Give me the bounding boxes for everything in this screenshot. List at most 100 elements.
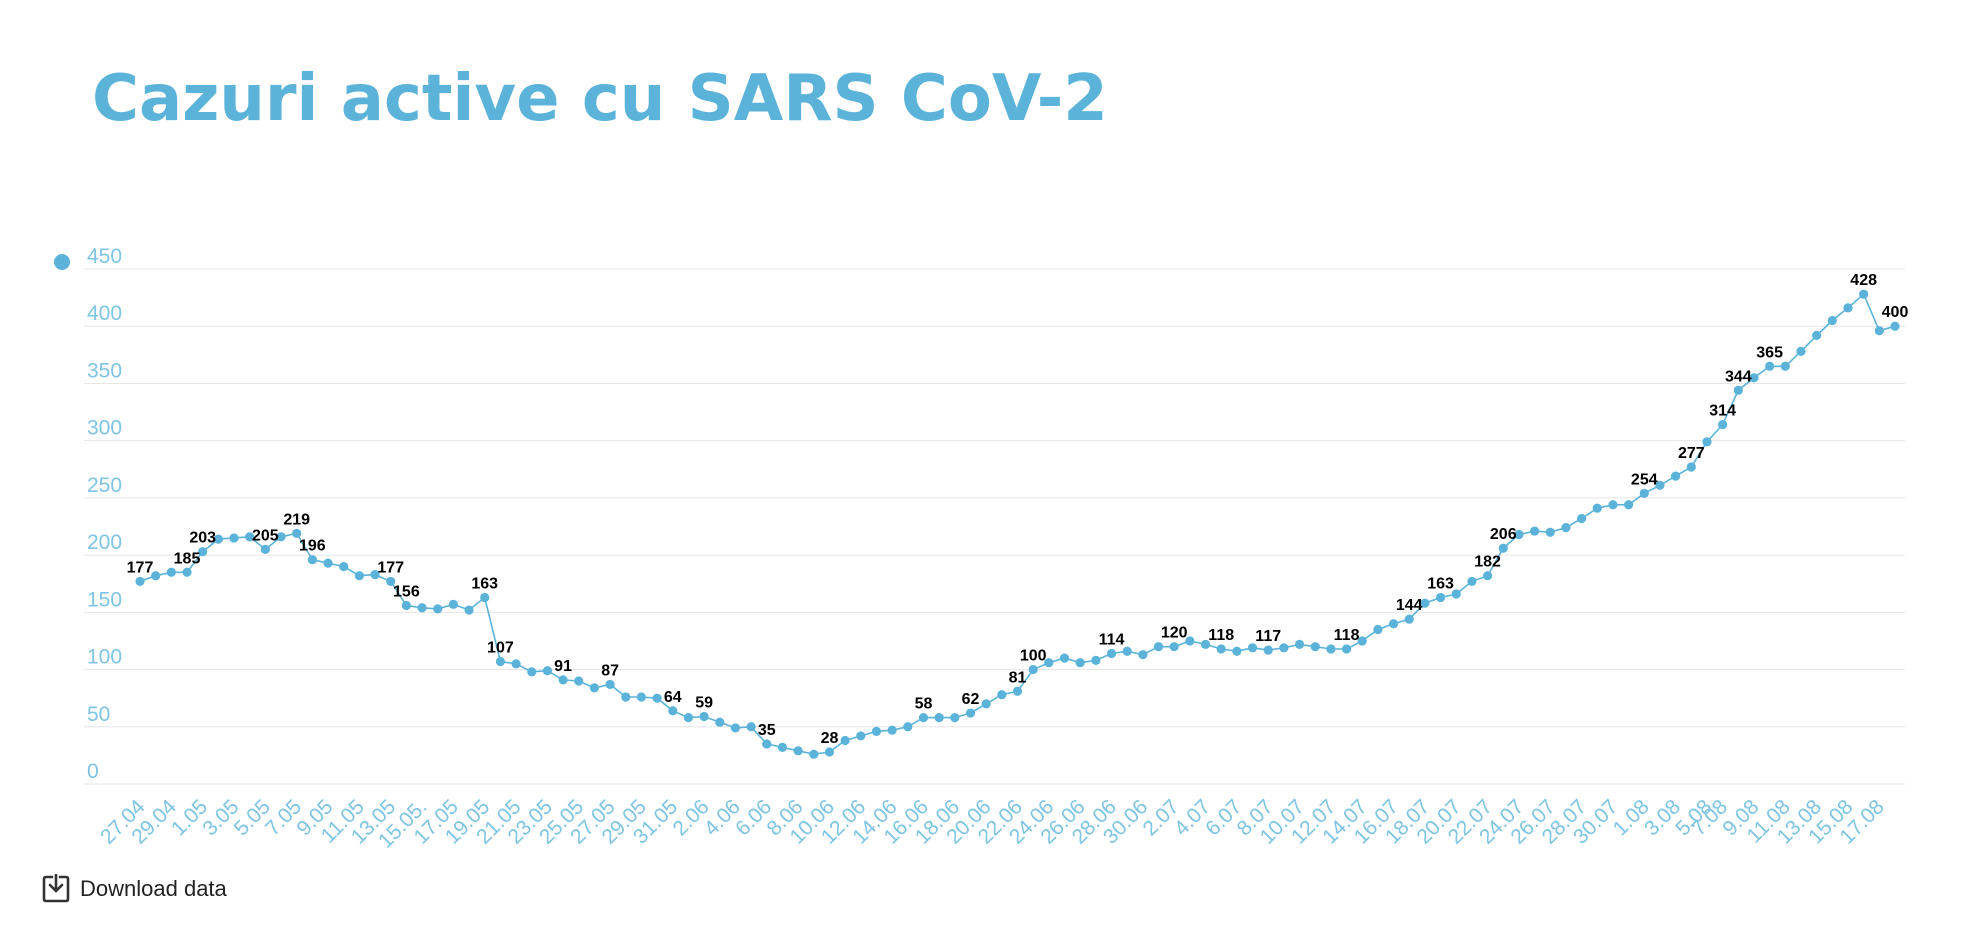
data-point[interactable]: [934, 713, 944, 723]
data-point[interactable]: [1482, 571, 1493, 581]
data-point[interactable]: [777, 742, 788, 752]
data-point[interactable]: [1702, 437, 1712, 447]
data-point[interactable]: [840, 735, 850, 746]
data-point[interactable]: [793, 746, 803, 756]
data-point[interactable]: [370, 569, 380, 580]
data-point[interactable]: [1044, 658, 1054, 668]
data-point[interactable]: [1843, 303, 1853, 313]
data-point[interactable]: [1106, 648, 1117, 659]
data-point[interactable]: [339, 561, 349, 572]
data-point[interactable]: [1451, 589, 1461, 599]
data-point[interactable]: [1435, 592, 1446, 603]
data-point[interactable]: [1718, 420, 1728, 430]
data-point[interactable]: [1373, 624, 1383, 635]
data-point[interactable]: [1608, 500, 1618, 510]
data-point[interactable]: [762, 739, 772, 749]
data-point[interactable]: [1498, 543, 1508, 553]
data-point[interactable]: [527, 667, 537, 677]
data-point[interactable]: [229, 533, 239, 543]
data-point[interactable]: [558, 675, 568, 685]
data-point[interactable]: [1420, 598, 1430, 608]
data-point[interactable]: [668, 706, 678, 716]
data-point[interactable]: [1874, 326, 1884, 336]
data-point[interactable]: [824, 747, 835, 757]
data-point[interactable]: [1153, 642, 1164, 652]
data-point[interactable]: [511, 659, 521, 669]
data-point[interactable]: [542, 666, 553, 676]
data-point[interactable]: [1467, 576, 1477, 587]
data-point[interactable]: [1545, 527, 1555, 537]
data-point[interactable]: [1655, 480, 1665, 490]
data-point[interactable]: [856, 731, 866, 741]
data-point[interactable]: [1357, 636, 1367, 646]
data-point[interactable]: [1247, 643, 1258, 653]
data-point[interactable]: [1749, 373, 1759, 383]
data-point[interactable]: [1812, 330, 1822, 340]
data-point[interactable]: [1592, 503, 1602, 513]
data-point[interactable]: [260, 544, 270, 554]
data-point[interactable]: [981, 699, 991, 709]
data-point[interactable]: [1624, 500, 1634, 510]
data-point[interactable]: [1780, 361, 1790, 371]
data-point[interactable]: [699, 711, 709, 722]
data-point[interactable]: [1185, 636, 1195, 646]
data-point[interactable]: [401, 600, 411, 611]
data-point[interactable]: [887, 725, 897, 735]
data-point[interactable]: [480, 592, 490, 603]
data-point[interactable]: [1341, 644, 1352, 654]
data-point[interactable]: [1310, 642, 1320, 652]
data-point[interactable]: [871, 726, 882, 736]
data-point[interactable]: [1686, 462, 1696, 472]
data-point[interactable]: [213, 534, 223, 544]
data-point[interactable]: [1075, 658, 1085, 668]
data-point[interactable]: [354, 571, 364, 581]
data-point[interactable]: [166, 567, 176, 577]
data-point[interactable]: [245, 532, 255, 542]
data-point[interactable]: [1733, 385, 1743, 395]
data-point[interactable]: [417, 603, 427, 613]
data-point[interactable]: [1890, 321, 1900, 331]
data-point[interactable]: [464, 605, 474, 615]
data-point[interactable]: [1122, 646, 1132, 656]
data-point[interactable]: [1232, 646, 1242, 656]
data-point[interactable]: [1263, 645, 1273, 655]
legend-marker[interactable]: [54, 254, 70, 270]
data-point[interactable]: [198, 547, 208, 557]
data-point[interactable]: [307, 555, 317, 565]
data-point[interactable]: [1827, 315, 1837, 326]
data-point[interactable]: [730, 723, 741, 733]
data-point[interactable]: [1012, 686, 1023, 696]
data-point[interactable]: [1216, 644, 1226, 654]
data-point[interactable]: [746, 722, 756, 732]
data-point[interactable]: [1326, 644, 1336, 654]
data-point[interactable]: [965, 708, 976, 718]
data-point[interactable]: [589, 683, 600, 693]
data-point[interactable]: [135, 576, 145, 587]
data-point[interactable]: [323, 558, 333, 568]
data-point[interactable]: [151, 571, 161, 581]
data-point[interactable]: [1138, 650, 1148, 660]
data-point[interactable]: [950, 713, 960, 723]
data-point[interactable]: [1671, 471, 1681, 481]
data-point[interactable]: [918, 713, 929, 723]
data-point[interactable]: [997, 690, 1007, 700]
data-point[interactable]: [636, 692, 647, 702]
data-point[interactable]: [715, 717, 725, 727]
data-point[interactable]: [903, 722, 913, 732]
data-point[interactable]: [1765, 361, 1775, 371]
data-point[interactable]: [621, 692, 631, 702]
data-point[interactable]: [1200, 639, 1211, 649]
data-point[interactable]: [182, 567, 192, 577]
data-point[interactable]: [1639, 488, 1649, 498]
data-point[interactable]: [433, 604, 443, 614]
data-point[interactable]: [652, 693, 662, 703]
data-point[interactable]: [683, 713, 694, 723]
data-point[interactable]: [1388, 619, 1399, 629]
data-point[interactable]: [1514, 529, 1524, 540]
data-point[interactable]: [809, 749, 819, 759]
data-point[interactable]: [1169, 642, 1179, 652]
data-point[interactable]: [276, 532, 286, 542]
data-point[interactable]: [1859, 289, 1869, 299]
data-point[interactable]: [495, 656, 506, 667]
data-point[interactable]: [1279, 643, 1289, 653]
